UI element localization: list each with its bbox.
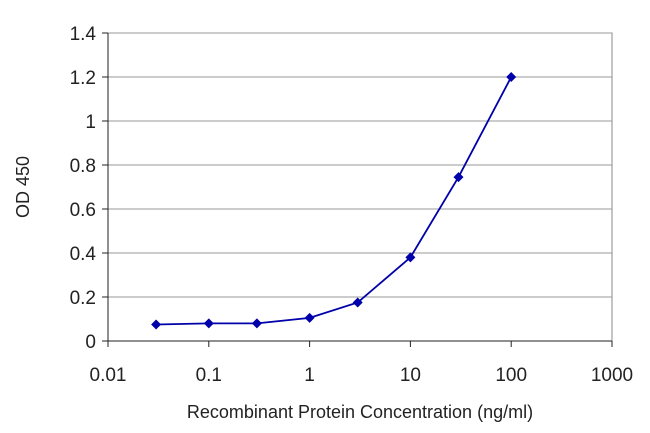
- x-tick-label: 1000: [591, 365, 633, 386]
- y-tick-label: 0.2: [70, 288, 96, 309]
- y-axis-title: OD 450: [13, 156, 33, 218]
- x-tick-label: 1: [304, 365, 315, 386]
- x-tick-label: 10: [400, 365, 421, 386]
- y-tick-label: 1: [85, 112, 96, 133]
- data-point: [304, 312, 315, 323]
- data-point: [506, 72, 517, 82]
- data-point: [203, 318, 214, 329]
- series-line: [156, 76, 512, 326]
- data-point: [453, 172, 464, 183]
- y-tick-label: 0: [85, 332, 96, 353]
- series-group: [151, 72, 517, 330]
- y-tick-label: 1.2: [70, 68, 96, 89]
- y-tick-label: 0.8: [70, 156, 96, 177]
- y-tick-labels: 0 0.2 0.4 0.6 0.8 1 1.2 1.4: [70, 24, 97, 353]
- y-tick-label: 1.4: [70, 24, 97, 45]
- plot-area: [107, 32, 613, 342]
- data-point: [352, 297, 363, 308]
- gridlines: [108, 32, 612, 298]
- x-axis-title: Recombinant Protein Concentration (ng/ml…: [187, 402, 533, 422]
- data-point: [151, 319, 162, 330]
- x-tick-labels: 0.01 0.1 1 10 100 1000: [90, 365, 634, 386]
- x-tick-label: 0.01: [90, 365, 127, 386]
- x-tick-label: 100: [495, 365, 527, 386]
- axes: [102, 32, 613, 347]
- y-tick-label: 0.4: [70, 244, 97, 265]
- data-point: [405, 252, 416, 263]
- y-tick-label: 0.6: [70, 200, 96, 221]
- x-tick-label: 0.1: [196, 365, 222, 386]
- data-point: [251, 318, 262, 329]
